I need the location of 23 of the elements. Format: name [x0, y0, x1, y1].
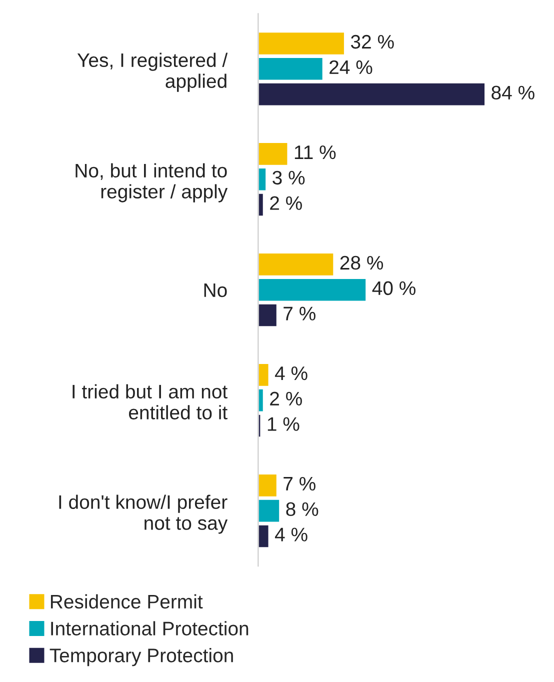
data-label: 2 % — [270, 196, 302, 210]
legend-label: International Protection — [51, 621, 248, 636]
data-label: 7 % — [284, 306, 316, 320]
data-label: 3 % — [272, 170, 305, 185]
y-tick-label: No, but I intend to register / apply — [76, 163, 228, 202]
legend-label: Temporary Protection — [50, 648, 233, 666]
data-label: 7 % — [284, 476, 316, 491]
data-label: 4 % — [274, 366, 308, 380]
y-tick-label: I don't know/I prefer not to say — [59, 494, 228, 534]
data-label: 40 % — [372, 281, 416, 296]
legend-label: Residence Permit — [50, 594, 203, 609]
data-label: 28 % — [340, 256, 384, 270]
data-label: 24 % — [330, 60, 372, 74]
data-label: 32 % — [350, 34, 394, 49]
data-label: 1 % — [268, 417, 300, 431]
data-label: 84 % — [492, 86, 534, 100]
y-tick-label: No — [204, 284, 227, 298]
data-label: 2 % — [270, 392, 302, 406]
data-label: 11 % — [294, 145, 336, 160]
data-label: 8 % — [286, 502, 318, 516]
data-label: 4 % — [274, 528, 308, 542]
y-tick-label: I tried but I am not entitled to it — [72, 384, 228, 420]
y-tick-label: Yes, I registered / applied — [77, 52, 228, 92]
